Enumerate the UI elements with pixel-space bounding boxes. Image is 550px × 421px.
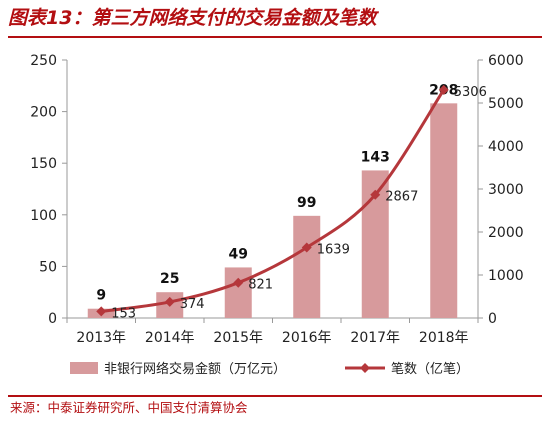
bar-value-label: 49 xyxy=(229,246,248,262)
x-tick-label: 2015年 xyxy=(213,330,263,346)
right-y-tick-label: 5000 xyxy=(488,96,524,112)
right-y-tick-label: 4000 xyxy=(488,139,524,155)
line-value-label: 153 xyxy=(111,306,136,321)
right-y-tick-label: 1000 xyxy=(488,268,524,284)
line-value-label: 5306 xyxy=(454,85,487,100)
x-tick-label: 2014年 xyxy=(145,330,195,346)
source-note: 来源：中泰证券研究所、中国支付清算协会 xyxy=(10,400,248,415)
right-y-tick-label: 6000 xyxy=(488,53,524,69)
bar xyxy=(430,103,458,319)
bar-value-label: 25 xyxy=(160,271,179,287)
left-y-tick-label: 200 xyxy=(30,105,57,121)
bar xyxy=(224,267,252,318)
line-marker xyxy=(438,84,449,95)
x-tick-label: 2016年 xyxy=(282,330,332,346)
line-value-label: 1639 xyxy=(317,243,350,258)
title-divider xyxy=(8,36,542,38)
right-y-tick-label: 3000 xyxy=(488,182,524,198)
bar-value-label: 99 xyxy=(297,195,316,211)
x-tick-label: 2013年 xyxy=(76,330,126,346)
figure-title: 图表13：第三方网络支付的交易金额及笔数 xyxy=(8,7,377,29)
legend-line-marker xyxy=(360,363,370,373)
left-y-tick-label: 150 xyxy=(30,156,57,172)
x-tick-label: 2017年 xyxy=(350,330,400,346)
line-marker xyxy=(96,306,107,317)
chart: 0 50 100 150 200 250 0 1000 2000 3000 4000 5000 6000… xyxy=(30,53,524,377)
legend-bar-swatch xyxy=(70,362,98,374)
line-value-label: 2867 xyxy=(385,190,418,205)
legend-line-label: 笔数（亿笔） xyxy=(391,361,469,377)
bar xyxy=(293,215,321,318)
line-value-label: 821 xyxy=(248,278,273,293)
line-marker xyxy=(233,277,244,288)
left-y-tick-label: 100 xyxy=(30,208,57,224)
line-marker xyxy=(370,189,381,200)
bar-value-label: 9 xyxy=(96,288,106,304)
line-value-label: 374 xyxy=(180,297,205,312)
line-marker xyxy=(164,296,175,307)
left-y-tick-label: 50 xyxy=(39,259,57,275)
left-y-tick-label: 0 xyxy=(48,311,57,327)
right-y-tick-label: 0 xyxy=(488,311,497,327)
source-divider xyxy=(8,395,542,397)
line-marker xyxy=(301,242,312,253)
legend-bar-label: 非银行网络交易金额（万亿元） xyxy=(104,361,286,377)
x-tick-label: 2018年 xyxy=(419,330,469,346)
bar-value-label: 143 xyxy=(361,149,390,165)
right-y-tick-label: 2000 xyxy=(488,225,524,241)
left-y-tick-label: 250 xyxy=(30,53,57,69)
